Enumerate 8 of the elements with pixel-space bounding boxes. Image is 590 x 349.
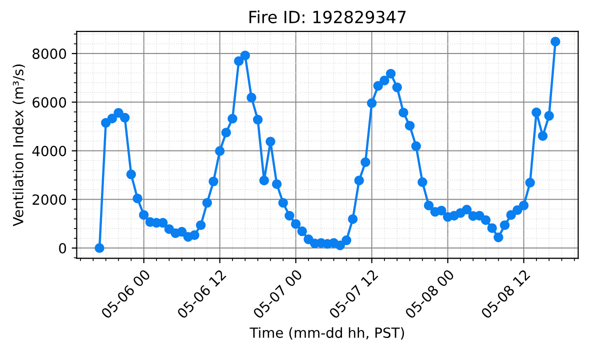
y-tick-label: 2000 [32,194,66,205]
y-tick-label: 6000 [32,97,66,108]
chart-title: Fire ID: 192829347 [250,10,406,24]
x-axis-title: Time (mm-dd hh, PST) [250,327,404,340]
y-tick-label: 4000 [32,146,66,156]
y-tick-label: 0 [59,243,66,254]
y-axis-title: Ventilation Index (m³/s) [12,64,26,226]
y-tick-label: 8000 [32,48,66,60]
